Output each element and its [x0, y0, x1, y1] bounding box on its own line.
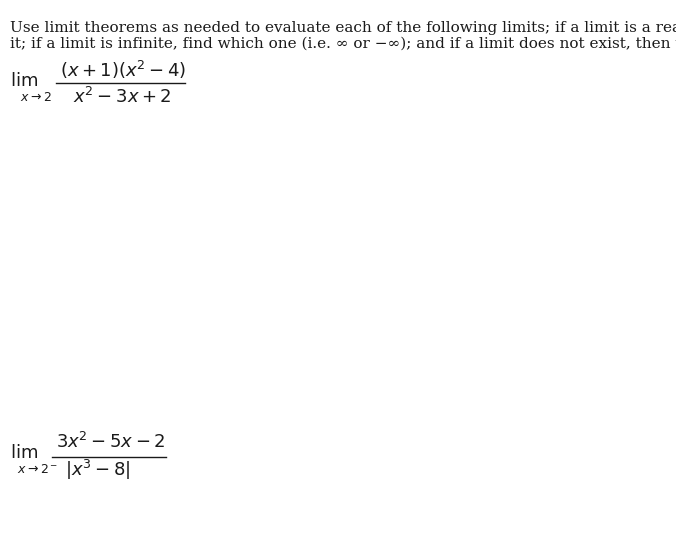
Text: $3x^2 - 5x - 2$: $3x^2 - 5x - 2$ — [56, 432, 166, 452]
Text: $|x^3 - 8|$: $|x^3 - 8|$ — [64, 458, 130, 482]
Text: $x \to 2^-$: $x \to 2^-$ — [17, 463, 58, 476]
Text: $\lim$: $\lim$ — [9, 444, 38, 462]
Text: $x^2 - 3x + 2$: $x^2 - 3x + 2$ — [73, 86, 171, 107]
Text: $x \to 2$: $x \to 2$ — [20, 91, 51, 103]
Text: Use limit theorems as needed to evaluate each of the following limits; if a limi: Use limit theorems as needed to evaluate… — [9, 20, 676, 35]
Text: it; if a limit is infinite, find which one (i.e. ∞ or −∞); and if a limit does n: it; if a limit is infinite, find which o… — [9, 37, 676, 51]
Text: $\lim$: $\lim$ — [9, 72, 38, 90]
Text: $(x + 1)(x^2 - 4)$: $(x + 1)(x^2 - 4)$ — [60, 59, 187, 81]
